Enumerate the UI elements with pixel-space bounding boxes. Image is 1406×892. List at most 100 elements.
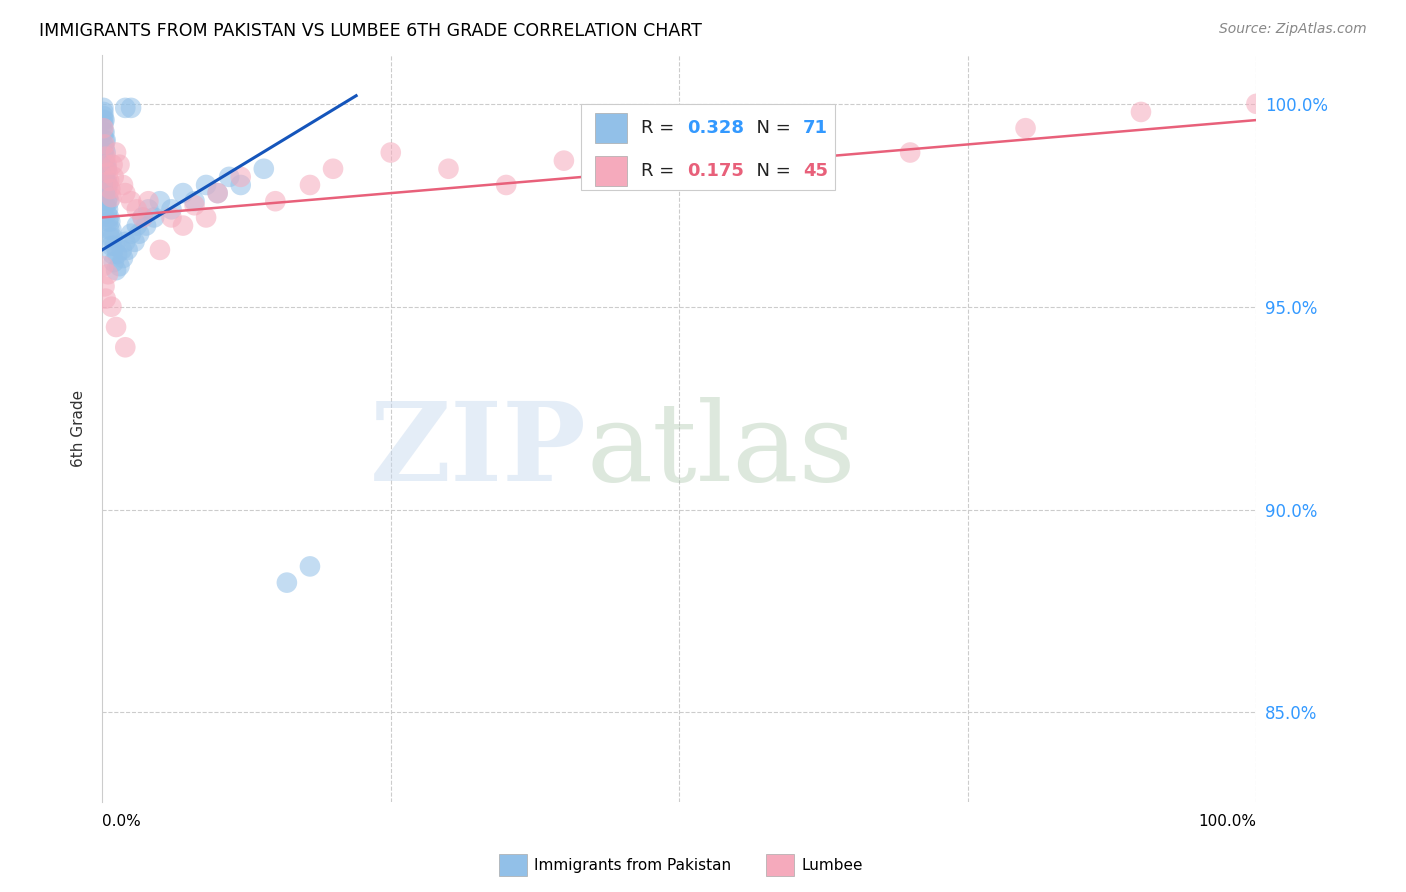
- Point: [98, 214, 121, 228]
- Point: [93, 141, 115, 155]
- Point: [94, 158, 117, 172]
- Point: [93, 113, 115, 128]
- Point: [108, 259, 131, 273]
- FancyBboxPatch shape: [595, 112, 627, 143]
- Point: [128, 227, 150, 241]
- Text: R =: R =: [641, 119, 681, 136]
- Point: [97, 190, 120, 204]
- Point: [105, 145, 128, 160]
- Point: [93, 279, 115, 293]
- Text: N =: N =: [745, 161, 797, 179]
- Point: [93, 166, 115, 180]
- Point: [105, 320, 128, 334]
- Point: [111, 251, 134, 265]
- Text: Lumbee: Lumbee: [801, 858, 863, 872]
- Point: [93, 150, 115, 164]
- Point: [101, 231, 124, 245]
- Text: 71: 71: [803, 119, 828, 136]
- Point: [553, 153, 575, 168]
- Point: [495, 178, 517, 192]
- Point: [783, 129, 806, 144]
- Text: 0.0%: 0.0%: [103, 814, 141, 829]
- Point: [229, 178, 252, 192]
- Point: [183, 194, 205, 209]
- Point: [898, 145, 921, 160]
- Point: [97, 267, 120, 281]
- Text: 45: 45: [803, 161, 828, 179]
- Point: [195, 178, 218, 192]
- Point: [138, 202, 160, 217]
- Text: R =: R =: [641, 161, 681, 179]
- Point: [195, 211, 218, 225]
- Point: [160, 211, 183, 225]
- Point: [131, 211, 153, 225]
- Point: [120, 227, 142, 241]
- Point: [96, 174, 118, 188]
- Text: Source: ZipAtlas.com: Source: ZipAtlas.com: [1219, 22, 1367, 37]
- Point: [97, 178, 120, 192]
- Point: [98, 194, 121, 209]
- Point: [94, 186, 117, 200]
- Point: [264, 194, 287, 209]
- Point: [218, 169, 240, 184]
- Point: [100, 300, 122, 314]
- Point: [98, 222, 121, 236]
- Point: [94, 292, 117, 306]
- Point: [111, 178, 134, 192]
- Point: [93, 101, 115, 115]
- Point: [105, 247, 128, 261]
- Text: 100.0%: 100.0%: [1198, 814, 1257, 829]
- Point: [380, 145, 402, 160]
- Point: [93, 113, 115, 128]
- Point: [101, 247, 124, 261]
- Point: [94, 145, 117, 160]
- Point: [437, 161, 460, 176]
- Point: [668, 137, 690, 152]
- FancyBboxPatch shape: [581, 103, 835, 189]
- Point: [322, 161, 344, 176]
- Point: [96, 158, 118, 172]
- Point: [229, 169, 252, 184]
- Point: [93, 117, 115, 131]
- Point: [114, 101, 136, 115]
- Point: [149, 243, 172, 257]
- Point: [100, 239, 122, 253]
- Point: [97, 202, 120, 217]
- Point: [94, 150, 117, 164]
- Point: [125, 202, 148, 217]
- Point: [138, 194, 160, 209]
- Point: [93, 145, 115, 160]
- FancyBboxPatch shape: [595, 156, 627, 186]
- Point: [183, 198, 205, 212]
- Point: [93, 133, 115, 147]
- Point: [94, 198, 117, 212]
- Point: [111, 243, 134, 257]
- Point: [93, 121, 115, 136]
- Point: [93, 137, 115, 152]
- Point: [93, 137, 115, 152]
- Point: [96, 182, 118, 196]
- Point: [93, 158, 115, 172]
- Point: [114, 186, 136, 200]
- Point: [276, 575, 298, 590]
- Point: [1130, 105, 1153, 120]
- Point: [1246, 96, 1268, 111]
- Point: [94, 174, 117, 188]
- Point: [98, 231, 121, 245]
- Point: [98, 174, 121, 188]
- Point: [93, 259, 115, 273]
- Point: [114, 340, 136, 354]
- Point: [298, 178, 321, 192]
- Point: [98, 211, 121, 225]
- Text: N =: N =: [745, 119, 797, 136]
- Point: [93, 109, 115, 123]
- Text: 0.175: 0.175: [688, 161, 744, 179]
- Y-axis label: 6th Grade: 6th Grade: [72, 390, 86, 467]
- Point: [103, 169, 125, 184]
- Text: atlas: atlas: [586, 397, 856, 504]
- Point: [120, 194, 142, 209]
- Point: [253, 161, 276, 176]
- Point: [97, 166, 120, 180]
- Point: [298, 559, 321, 574]
- Point: [96, 194, 118, 209]
